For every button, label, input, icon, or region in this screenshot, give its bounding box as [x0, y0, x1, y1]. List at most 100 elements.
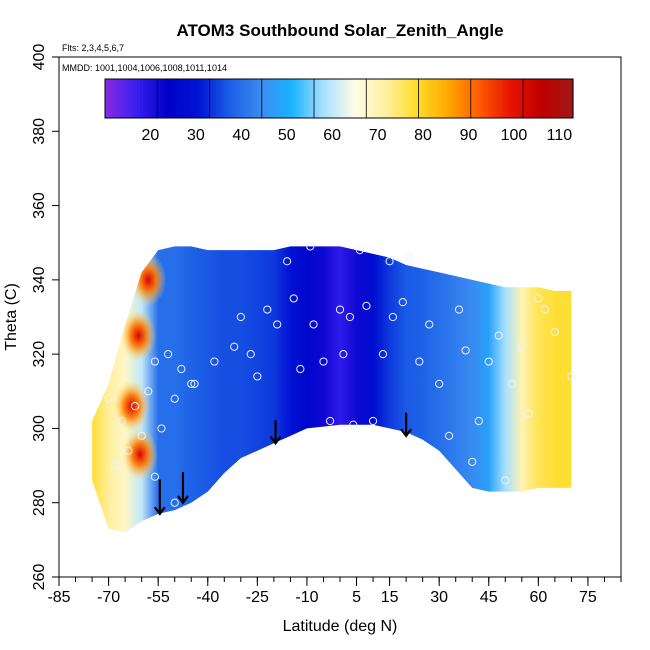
colorbar-cell: [151, 79, 156, 118]
colorbar-cell: [213, 79, 217, 118]
sample-point: [405, 253, 414, 262]
sample-point: [253, 372, 262, 381]
colorbar-cell: [341, 79, 346, 118]
sample-point: [484, 357, 493, 366]
sample-point: [283, 257, 292, 266]
sample-point: [378, 350, 388, 359]
colorbar-cell: [312, 79, 317, 118]
colorbar-cell: [306, 79, 311, 118]
colorbar-cell: [262, 79, 267, 118]
sample-point: [335, 305, 345, 314]
colorbar-cell: [327, 79, 331, 118]
colorbar-cell: [567, 79, 571, 118]
colorbar-cell: [482, 79, 486, 118]
colorbar-cell: [499, 79, 504, 118]
x-tick-label: 60: [529, 589, 547, 606]
x-tick-label: -85: [47, 589, 70, 606]
colorbar-cell: [353, 79, 358, 118]
colorbar-cell: [148, 79, 153, 118]
sample-point: [236, 312, 245, 322]
colorbar-cell: [447, 79, 451, 118]
y-tick-label: 280: [31, 489, 48, 516]
colorbar-cell: [511, 79, 516, 118]
sample-point: [296, 364, 305, 374]
colorbar-cell: [163, 79, 168, 118]
sample-point: [137, 431, 146, 440]
y-tick-label: 320: [31, 341, 48, 368]
sample-point: [362, 301, 371, 310]
colorbar-cell: [224, 79, 229, 118]
sample-point: [230, 342, 239, 351]
colorbar-tick-label: 70: [369, 127, 387, 144]
colorbar-cell: [192, 79, 197, 118]
colorbar-cell: [300, 79, 305, 118]
colorbar-cell: [169, 79, 173, 118]
colorbar-cell: [178, 79, 182, 118]
x-tick-label: -10: [295, 589, 318, 606]
colorbar-cell: [216, 79, 220, 118]
y-tick-label: 380: [31, 118, 48, 145]
colorbar-cell: [529, 79, 533, 118]
colorbar-cell: [394, 79, 399, 118]
sample-point: [517, 342, 526, 351]
sample-point: [150, 357, 159, 366]
sample-point: [534, 294, 543, 303]
sample-point: [163, 350, 173, 359]
hotspot: [120, 309, 157, 362]
colorbar-cell: [350, 79, 355, 118]
colorbar-cell: [391, 79, 396, 118]
colorbar-cell: [292, 79, 296, 118]
colorbar-cell: [140, 79, 144, 118]
colorbar-cell: [526, 79, 530, 118]
arrow-marker: [400, 412, 412, 438]
flights-note: Flts: 2,3,4,5,6,7: [62, 43, 124, 53]
colorbar-cell: [347, 79, 352, 118]
sample-point: [494, 331, 503, 340]
colorbar-cell: [160, 79, 165, 118]
colorbar-cell: [473, 79, 478, 118]
colorbar-cell: [549, 79, 554, 118]
sample-point: [435, 379, 444, 388]
colorbar-cell: [195, 79, 200, 118]
colorbar-cell: [283, 79, 287, 118]
colorbar-cell: [295, 79, 299, 118]
colorbar-cell: [479, 79, 483, 118]
sample-point: [425, 320, 434, 329]
y-tick-label: 300: [31, 415, 48, 442]
colorbar-cell: [110, 79, 115, 118]
colorbar-cell: [505, 79, 510, 118]
colorbar-cell: [502, 79, 507, 118]
colorbar-cell: [227, 79, 232, 118]
sample-point: [319, 357, 328, 366]
colorbar-cell: [453, 79, 457, 118]
colorbar-cell: [368, 79, 372, 118]
colorbar-cell: [420, 79, 425, 118]
sample-point: [540, 305, 550, 314]
sample-point: [368, 416, 378, 426]
colorbar-cell: [365, 79, 369, 118]
sample-point: [454, 305, 464, 314]
sample-point: [325, 416, 335, 426]
sample-point: [398, 298, 407, 307]
colorbar-cell: [236, 79, 241, 118]
colorbar-cell: [523, 79, 527, 118]
sample-point: [150, 472, 159, 481]
sample-point: [210, 357, 219, 366]
colorbar-cell: [570, 79, 574, 118]
x-tick-label: -70: [97, 589, 120, 606]
sample-point: [263, 305, 272, 314]
x-tick-label: -55: [147, 589, 170, 606]
colorbar-cell: [508, 79, 513, 118]
colorbar-cell: [128, 79, 132, 118]
sample-point: [550, 327, 559, 336]
sample-point: [468, 457, 477, 466]
colorbar-cell: [145, 79, 150, 118]
colorbar-cell: [371, 79, 375, 118]
arrow-marker: [154, 479, 166, 516]
colorbar-cell: [274, 79, 279, 118]
y-tick-label: 400: [31, 44, 48, 71]
colorbar-tick-label: 110: [547, 127, 573, 144]
sample-point: [157, 424, 166, 433]
colorbar-cell: [458, 79, 463, 118]
colorbar-cell: [534, 79, 539, 118]
